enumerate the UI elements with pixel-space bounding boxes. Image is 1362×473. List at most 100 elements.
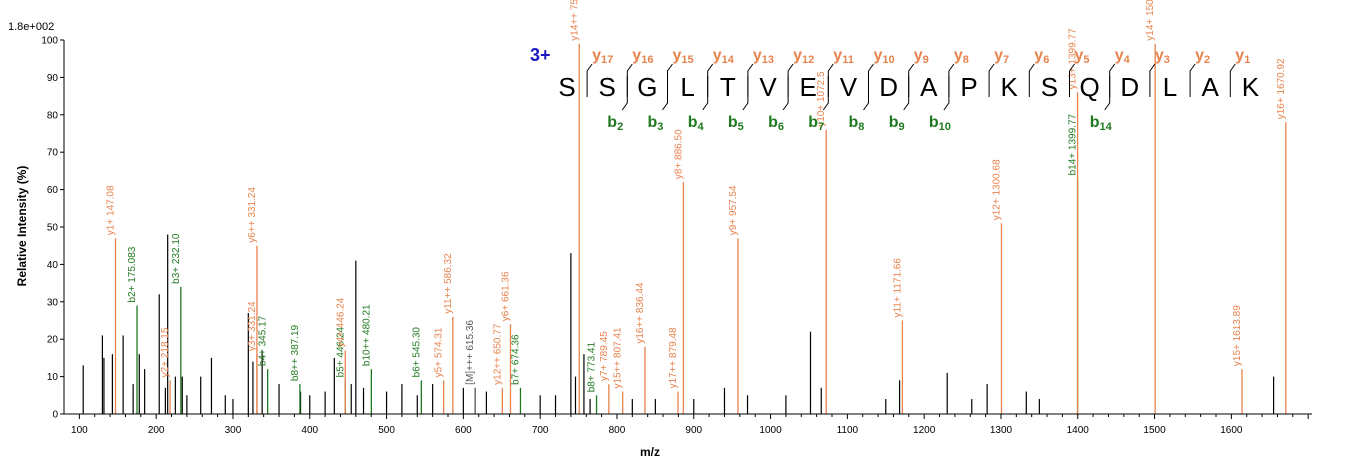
peak-label: y11++ 586.32	[443, 253, 454, 314]
y-tick-label: 20	[47, 335, 59, 346]
residue: K	[1001, 72, 1019, 102]
x-tick-label: 600	[455, 425, 472, 436]
x-tick-label: 700	[532, 425, 549, 436]
peak-label: y5+ 574.31	[434, 327, 445, 377]
peak-label: b2+ 175.083	[127, 246, 138, 302]
x-tick-label: 1500	[1143, 425, 1166, 436]
x-tick-label: 500	[378, 425, 395, 436]
peak-label: y14+ 1500.77	[1145, 0, 1156, 41]
y-ion-marker	[1149, 63, 1156, 97]
x-tick-label: 100	[71, 425, 88, 436]
y-tick-label: 10	[47, 372, 59, 383]
peak-label: y9+ 957.54	[728, 185, 739, 235]
peak-label: y13+ 1399.77	[1068, 28, 1079, 89]
residue: E	[800, 72, 817, 102]
residue: V	[840, 72, 858, 102]
residue: K	[1242, 72, 1260, 102]
peak-label: b4+ 345.17	[258, 315, 269, 366]
y-tick-label: 30	[47, 297, 59, 308]
axes: 0 10 20 30 40 50 60 70 80 90 100 100 200 300 400 500 600…	[41, 36, 1312, 436]
x-tick-label: 1600	[1220, 425, 1243, 436]
x-tick-label: 800	[609, 425, 626, 436]
peak-label: y6+ 661.36	[500, 271, 511, 321]
x-tick-label: 300	[225, 425, 242, 436]
peak-label: y2+ 218.15	[160, 327, 171, 377]
x-tick-label: 400	[301, 425, 318, 436]
y-tick-label: 80	[47, 110, 59, 121]
peak-label: y1+ 147.08	[106, 185, 117, 235]
y-tick-label: 70	[47, 148, 59, 159]
y-ion-marker	[988, 63, 995, 97]
b-ion-marker	[822, 76, 829, 111]
residue: S	[558, 72, 575, 102]
residue: V	[759, 72, 777, 102]
intensity-scale-label: 1.8e+002	[8, 21, 54, 33]
x-tick-label: 200	[148, 425, 165, 436]
peak-label: y17++ 879.48	[668, 327, 679, 389]
x-tick-label: 900	[685, 425, 702, 436]
residue: A	[1202, 72, 1220, 102]
labeled-peaks: y1+ 147.08 b2+ 175.083 y2+ 218.15 b3+ 232.1…	[106, 0, 1287, 414]
b-ion-marker	[863, 76, 869, 111]
x-tick-label: 1100	[837, 425, 859, 436]
residue: L	[1163, 72, 1177, 102]
b-ion-marker	[943, 76, 950, 111]
b-ion-marker	[621, 76, 628, 111]
charge-state: 3+	[530, 45, 551, 65]
peak-label: b8++ 387.19	[290, 324, 301, 381]
residue: T	[720, 72, 736, 102]
y-tick-label: 90	[47, 73, 59, 84]
peak-label: y12+ 1300.68	[991, 159, 1002, 220]
peak-label: y8+ 886.50	[673, 129, 684, 179]
x-tick-label: 1000	[759, 425, 782, 436]
b-ion-marker	[1104, 76, 1111, 111]
peak-label: y7+ 789.45	[599, 331, 610, 381]
peak-label: b7+ 674.36	[510, 334, 521, 385]
residue: P	[960, 72, 977, 102]
peak-label: b3+ 232.10	[171, 233, 182, 284]
residue: S	[1041, 72, 1058, 102]
y-tick-label: 60	[47, 185, 59, 196]
peak-label: y14++ 750.9	[569, 0, 580, 41]
residue: A	[920, 72, 938, 102]
x-tick-label: 1400	[1067, 425, 1090, 436]
residue: S	[599, 72, 616, 102]
x-tick-label: 1300	[990, 425, 1013, 436]
residue: L	[680, 72, 694, 102]
b-ion-marker	[662, 76, 668, 111]
peak-label: y16+ 1670.92	[1276, 58, 1287, 119]
peak-label: y6++ 331.24	[247, 187, 258, 243]
y-ion-marker	[1189, 63, 1196, 97]
y-axis-label: Relative Intensity (%)	[15, 166, 29, 287]
peak-label: b14+ 1399.77	[1068, 113, 1079, 175]
peak-label: b6+ 545.30	[411, 327, 422, 378]
x-tick-label: 1200	[913, 425, 936, 436]
residue: Q	[1079, 72, 1099, 102]
peak-label: y16++ 836.44	[635, 282, 646, 344]
y-tick-label: 100	[41, 36, 58, 47]
y-ion-marker	[1069, 63, 1075, 97]
y-tick-label: 0	[52, 410, 58, 421]
peak-label: y11+ 1171.66	[892, 258, 903, 318]
y-ion-marker	[1229, 63, 1236, 97]
peak-label: y15++ 807.41	[613, 327, 624, 389]
y-tick-label: 50	[47, 223, 59, 234]
residue: G	[637, 72, 657, 102]
b-ion-marker	[903, 76, 910, 111]
y-ion-marker	[1028, 63, 1035, 97]
x-axis-label: m/z	[640, 445, 660, 459]
b-ion-marker	[702, 76, 709, 111]
peak-label: y12++ 650.77	[492, 323, 503, 385]
y-ion-marker	[586, 63, 593, 97]
b-ion-marker	[742, 76, 749, 111]
peak-label: y10+ 1072.5	[816, 71, 827, 127]
peak-label: [M]+++ 615.36	[465, 320, 476, 385]
peak-label: b10++ 480.21	[361, 304, 372, 366]
peak-label: y3+ 331.24	[247, 301, 258, 351]
peak-label: b8+ 773.41	[587, 342, 598, 393]
residue: D	[879, 72, 898, 102]
residue: D	[1120, 72, 1139, 102]
